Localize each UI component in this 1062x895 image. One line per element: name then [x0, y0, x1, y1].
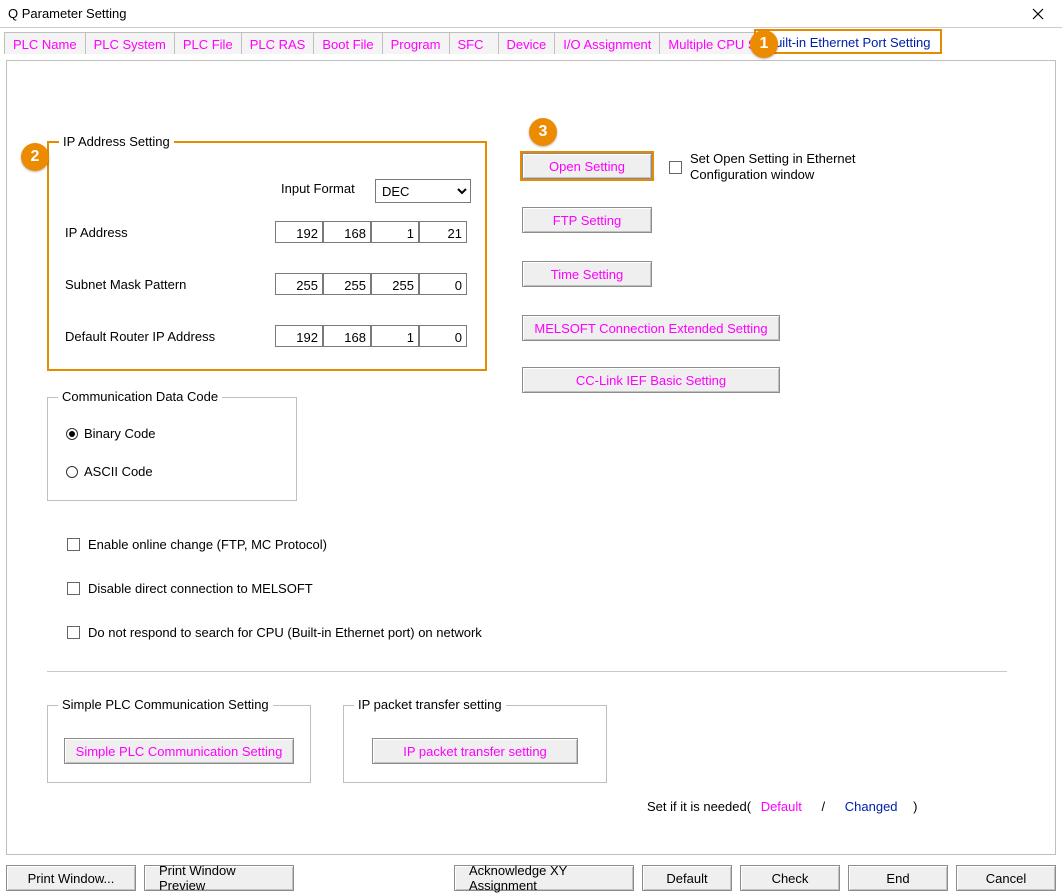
- open-setting-checkbox[interactable]: [669, 161, 682, 174]
- end-button[interactable]: End: [848, 865, 948, 891]
- tab-multiple-cpu[interactable]: Multiple CPU Setting: [659, 32, 755, 54]
- checkbox-icon[interactable]: [67, 538, 80, 551]
- tab-plc-file[interactable]: PLC File: [174, 32, 242, 54]
- content-inner: IP Address Setting Input Format DEC IP A…: [6, 60, 1056, 855]
- router-octet-4[interactable]: [419, 325, 467, 347]
- ip-transfer-legend: IP packet transfer setting: [354, 697, 506, 712]
- ip-transfer-group: IP packet transfer setting IP packet tra…: [343, 705, 607, 783]
- tab-device[interactable]: Device: [498, 32, 556, 54]
- tab-strip: PLC Name PLC System PLC File PLC RAS Boo…: [0, 28, 1062, 54]
- input-format-select[interactable]: DEC: [375, 179, 471, 203]
- ip-octet-3[interactable]: [371, 221, 419, 243]
- ack-xy-button[interactable]: Acknowledge XY Assignment: [454, 865, 634, 891]
- binary-code-label: Binary Code: [84, 426, 156, 441]
- tab-builtin-ethernet[interactable]: Built-in Ethernet Port Setting: [754, 29, 942, 54]
- ip-address-group: IP Address Setting Input Format DEC IP A…: [47, 141, 487, 371]
- comm-group-legend: Communication Data Code: [58, 389, 222, 404]
- close-icon: [1032, 8, 1044, 20]
- tab-io-assignment[interactable]: I/O Assignment: [554, 32, 660, 54]
- tab-boot-file[interactable]: Boot File: [313, 32, 382, 54]
- check-label-1: Enable online change (FTP, MC Protocol): [88, 537, 327, 552]
- simple-plc-group: Simple PLC Communication Setting Simple …: [47, 705, 311, 783]
- ip-octet-4[interactable]: [419, 221, 467, 243]
- check-button[interactable]: Check: [740, 865, 840, 891]
- ftp-setting-button[interactable]: FTP Setting: [522, 207, 652, 233]
- radio-icon: [66, 428, 78, 440]
- ascii-code-radio[interactable]: ASCII Code: [66, 464, 153, 479]
- legend-prefix: Set if it is needed(: [647, 799, 751, 814]
- ip-octet-2[interactable]: [323, 221, 371, 243]
- divider: [47, 671, 1007, 673]
- simple-plc-legend: Simple PLC Communication Setting: [58, 697, 273, 712]
- tab-program[interactable]: Program: [382, 32, 450, 54]
- ip-address-label: IP Address: [65, 225, 128, 240]
- ip-group-legend: IP Address Setting: [59, 134, 174, 149]
- legend-default: Default: [755, 799, 808, 814]
- binary-code-radio[interactable]: Binary Code: [66, 426, 156, 441]
- radio-icon: [66, 466, 78, 478]
- default-button[interactable]: Default: [642, 865, 732, 891]
- check-label-2: Disable direct connection to MELSOFT: [88, 581, 313, 596]
- time-setting-button[interactable]: Time Setting: [522, 261, 652, 287]
- content-area: IP Address Setting Input Format DEC IP A…: [0, 54, 1062, 861]
- router-label: Default Router IP Address: [65, 329, 215, 344]
- input-format-label: Input Format: [281, 181, 355, 196]
- ip-octet-1[interactable]: [275, 221, 323, 243]
- callout-2: 2: [21, 143, 49, 171]
- check-do-not-respond[interactable]: Do not respond to search for CPU (Built-…: [67, 625, 482, 640]
- subnet-label: Subnet Mask Pattern: [65, 277, 186, 292]
- checkbox-icon[interactable]: [67, 582, 80, 595]
- open-setting-checkbox-row[interactable]: Set Open Setting in Ethernet Configurati…: [669, 151, 910, 184]
- callout-1: 1: [750, 30, 778, 58]
- simple-plc-button[interactable]: Simple PLC Communication Setting: [64, 738, 294, 764]
- router-octet-3[interactable]: [371, 325, 419, 347]
- router-octet-2[interactable]: [323, 325, 371, 347]
- tab-plc-ras[interactable]: PLC RAS: [241, 32, 315, 54]
- ascii-code-label: ASCII Code: [84, 464, 153, 479]
- subnet-octet-2[interactable]: [323, 273, 371, 295]
- open-setting-button[interactable]: Open Setting: [522, 153, 652, 179]
- check-disable-direct[interactable]: Disable direct connection to MELSOFT: [67, 581, 313, 596]
- window-title: Q Parameter Setting: [8, 6, 127, 21]
- subnet-octet-4[interactable]: [419, 273, 467, 295]
- legend-note: Set if it is needed( Default / Changed ): [647, 799, 918, 814]
- callout-3: 3: [529, 118, 557, 146]
- cancel-button[interactable]: Cancel: [956, 865, 1056, 891]
- subnet-octet-3[interactable]: [371, 273, 419, 295]
- open-setting-checkbox-label: Set Open Setting in Ethernet Configurati…: [690, 151, 910, 184]
- legend-sep: /: [812, 799, 836, 814]
- print-preview-button[interactable]: Print Window Preview: [144, 865, 294, 891]
- tab-sfc[interactable]: SFC: [449, 32, 499, 54]
- router-octet-1[interactable]: [275, 325, 323, 347]
- check-enable-online[interactable]: Enable online change (FTP, MC Protocol): [67, 537, 327, 552]
- title-bar: Q Parameter Setting: [0, 0, 1062, 28]
- print-window-button[interactable]: Print Window...: [6, 865, 136, 891]
- legend-suffix: ): [907, 799, 917, 814]
- tab-plc-system[interactable]: PLC System: [85, 32, 175, 54]
- comm-data-code-group: Communication Data Code Binary Code ASCI…: [47, 397, 297, 501]
- close-button[interactable]: [1018, 1, 1058, 27]
- footer-bar: Print Window... Print Window Preview Ack…: [0, 861, 1062, 895]
- check-label-3: Do not respond to search for CPU (Built-…: [88, 625, 482, 640]
- ip-transfer-button[interactable]: IP packet transfer setting: [372, 738, 578, 764]
- tab-plc-name[interactable]: PLC Name: [4, 32, 86, 54]
- cclink-basic-button[interactable]: CC-Link IEF Basic Setting: [522, 367, 780, 393]
- checkbox-icon[interactable]: [67, 626, 80, 639]
- legend-changed: Changed: [839, 799, 904, 814]
- subnet-octet-1[interactable]: [275, 273, 323, 295]
- melsoft-ext-button[interactable]: MELSOFT Connection Extended Setting: [522, 315, 780, 341]
